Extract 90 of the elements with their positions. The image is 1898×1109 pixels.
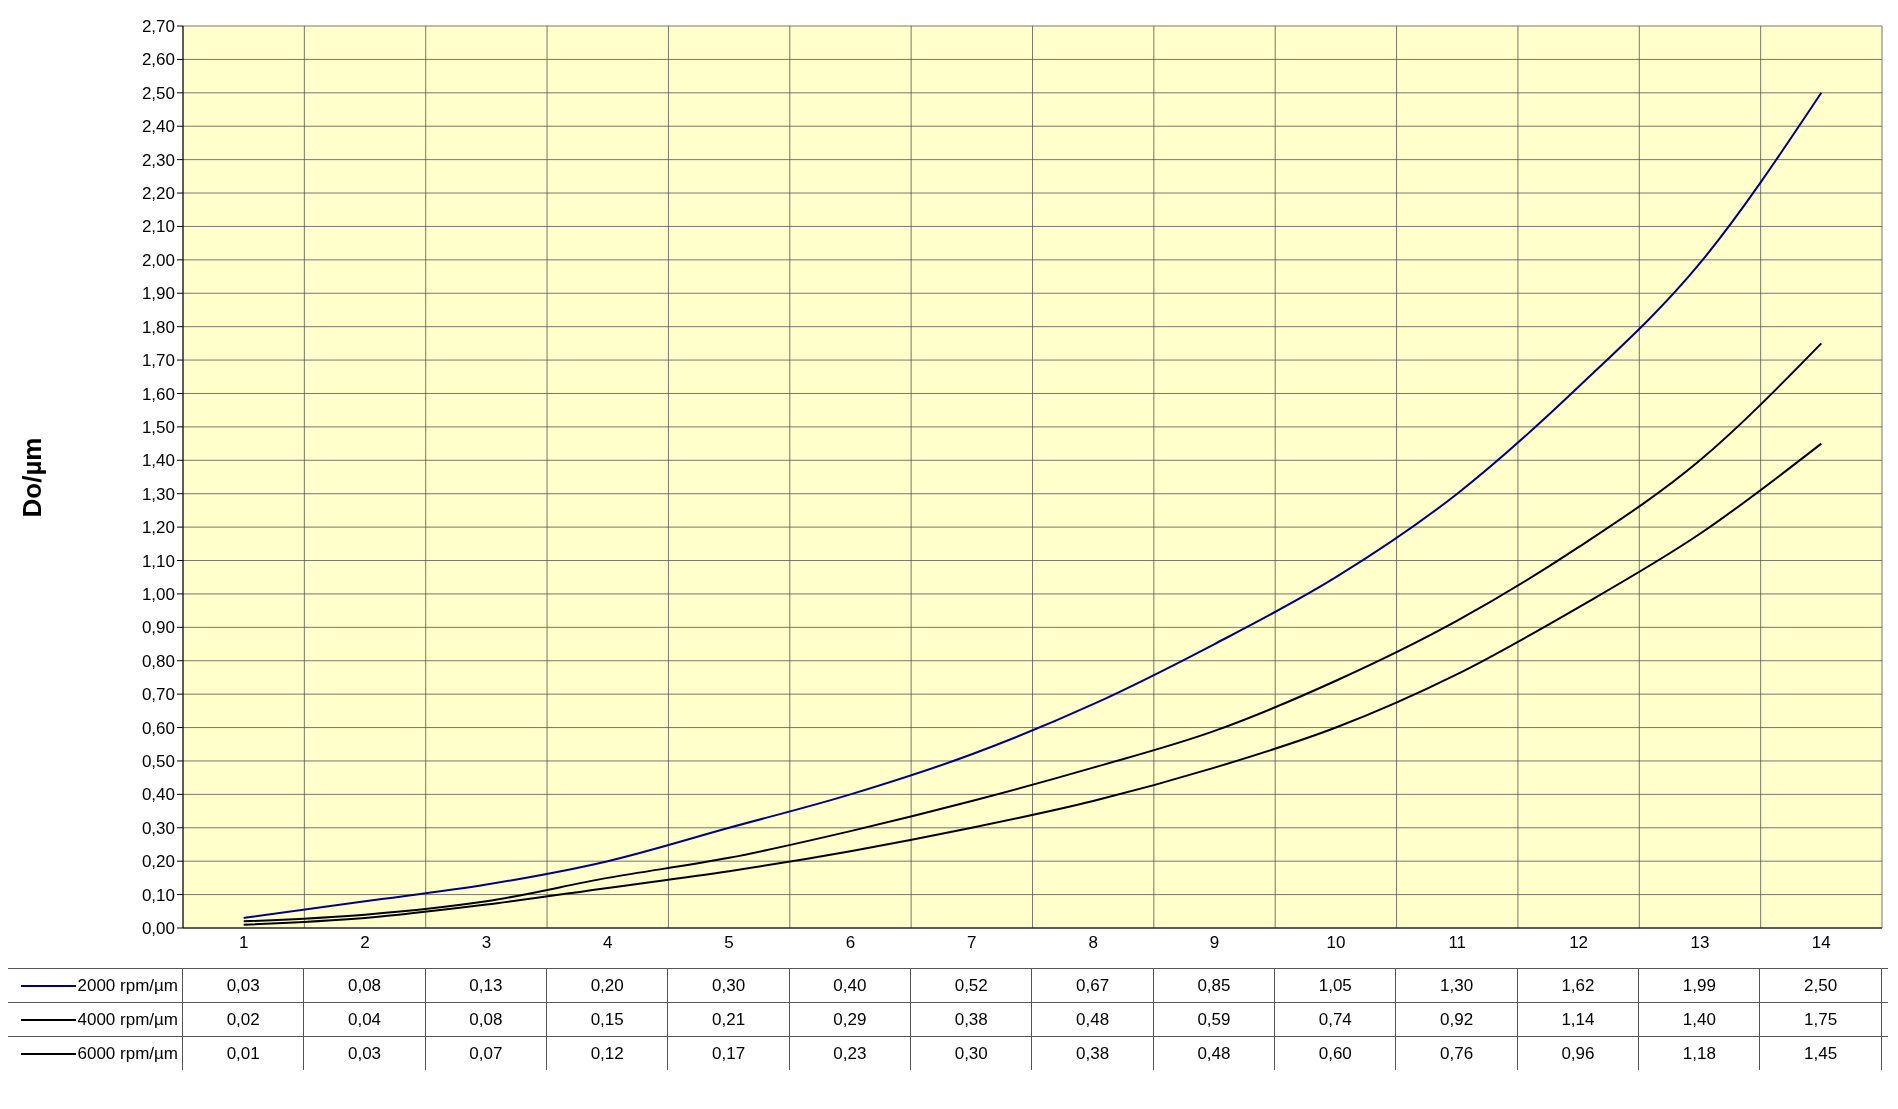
y-tick-label: 1,60 — [141, 384, 175, 404]
y-tick-label: 1,80 — [141, 317, 175, 337]
y-tick-label: 2,20 — [141, 184, 175, 204]
data-label: 0,67 — [1032, 969, 1154, 1002]
data-label: 0,48 — [1153, 1037, 1276, 1070]
data-label: 0,12 — [547, 1037, 669, 1070]
y-tick-label: 2,30 — [141, 150, 175, 170]
y-tick-label: 1,30 — [141, 484, 175, 504]
data-label: 1,40 — [1639, 1003, 1761, 1036]
x-tick-label: 14 — [1811, 933, 1831, 953]
x-tick-label: 6 — [845, 933, 856, 953]
data-label: 0,76 — [1396, 1037, 1518, 1070]
data-label: 0,07 — [425, 1037, 548, 1070]
data-label: 0,30 — [911, 1037, 1033, 1070]
x-tick-label: 5 — [724, 933, 734, 953]
x-tick-label: 13 — [1690, 933, 1710, 953]
data-label: 0,08 — [304, 969, 426, 1002]
y-tick-label: 0,30 — [141, 818, 175, 838]
data-label: 2,50 — [1760, 969, 1882, 1002]
line-series — [242, 342, 1823, 923]
y-tick-label: 0,70 — [141, 685, 175, 705]
data-label: 1,62 — [1517, 969, 1640, 1002]
legend-label: 2000 rpm/µm — [77, 975, 178, 996]
data-label: 1,05 — [1275, 969, 1397, 1002]
data-label: 0,59 — [1153, 1003, 1276, 1036]
data-label: 0,23 — [789, 1037, 912, 1070]
data-label: 1,75 — [1760, 1003, 1882, 1036]
data-label: 0,38 — [1032, 1037, 1154, 1070]
y-tick-label: 0,20 — [141, 852, 175, 872]
x-tick-label: 9 — [1209, 933, 1220, 953]
data-label: 0,08 — [425, 1003, 548, 1036]
y-tick-label: 0,80 — [141, 651, 175, 671]
x-tick-label: 3 — [481, 933, 492, 953]
x-tick-label: 4 — [603, 933, 613, 953]
data-label: 0,30 — [668, 969, 790, 1002]
y-tick-label: 1,70 — [141, 351, 175, 371]
y-tick-label: 1,40 — [141, 451, 175, 471]
data-label: 0,15 — [547, 1003, 669, 1036]
y-tick-label: 2,70 — [141, 17, 175, 37]
data-label: 0,04 — [304, 1003, 426, 1036]
y-tick-label: 1,20 — [141, 518, 175, 538]
y-tick-label: 1,00 — [141, 584, 175, 604]
y-tick-label: 2,00 — [141, 250, 175, 270]
x-tick-label: 10 — [1326, 933, 1346, 953]
data-label: 0,01 — [183, 1037, 305, 1070]
legend-label: 6000 rpm/µm — [77, 1043, 178, 1064]
y-tick-label: 2,10 — [141, 217, 175, 237]
x-tick-label: 2 — [360, 933, 370, 953]
y-tick-label: 0,00 — [141, 919, 175, 939]
data-label: 1,45 — [1760, 1037, 1882, 1070]
y-tick-label: 2,40 — [141, 117, 175, 137]
data-label: 1,14 — [1517, 1003, 1640, 1036]
data-label: 0,40 — [789, 969, 912, 1002]
y-tick-label: 0,90 — [141, 618, 175, 638]
data-label: 1,18 — [1639, 1037, 1761, 1070]
data-label: 0,29 — [789, 1003, 912, 1036]
data-label: 1,30 — [1396, 969, 1518, 1002]
data-label: 0,20 — [547, 969, 669, 1002]
data-label: 0,52 — [911, 969, 1033, 1002]
data-label: 0,03 — [183, 969, 305, 1002]
data-label: 0,13 — [425, 969, 548, 1002]
y-tick-label: 0,60 — [141, 718, 175, 738]
data-label: 0,92 — [1396, 1003, 1518, 1036]
data-label: 0,96 — [1517, 1037, 1640, 1070]
data-label: 0,38 — [911, 1003, 1033, 1036]
data-label: 1,99 — [1639, 969, 1761, 1002]
y-tick-label: 0,40 — [141, 785, 175, 805]
y-axis-title: Do/µm — [17, 437, 49, 517]
x-tick-label: 7 — [967, 933, 977, 953]
data-label: 0,02 — [183, 1003, 305, 1036]
data-label: 0,03 — [304, 1037, 426, 1070]
y-tick-label: 0,10 — [141, 885, 175, 905]
data-label: 0,74 — [1275, 1003, 1397, 1036]
data-label: 0,17 — [668, 1037, 790, 1070]
data-label: 0,60 — [1275, 1037, 1397, 1070]
legend-label: 4000 rpm/µm — [77, 1009, 178, 1030]
x-tick-label: 11 — [1448, 933, 1467, 953]
y-tick-label: 1,90 — [141, 284, 175, 304]
x-tick-label: 12 — [1569, 933, 1589, 953]
y-tick-label: 0,50 — [141, 752, 175, 771]
y-tick-label: 2,50 — [141, 83, 175, 103]
y-tick-label: 2,60 — [141, 50, 175, 70]
y-tick-label: 1,50 — [141, 417, 175, 437]
line-series — [242, 91, 1823, 919]
data-label: 0,21 — [668, 1003, 790, 1036]
data-label: 0,85 — [1153, 969, 1276, 1002]
data-label: 0,48 — [1032, 1003, 1154, 1036]
y-tick-label: 1,10 — [141, 551, 175, 571]
x-tick-label: 8 — [1088, 933, 1098, 953]
x-tick-label: 1 — [238, 933, 249, 953]
